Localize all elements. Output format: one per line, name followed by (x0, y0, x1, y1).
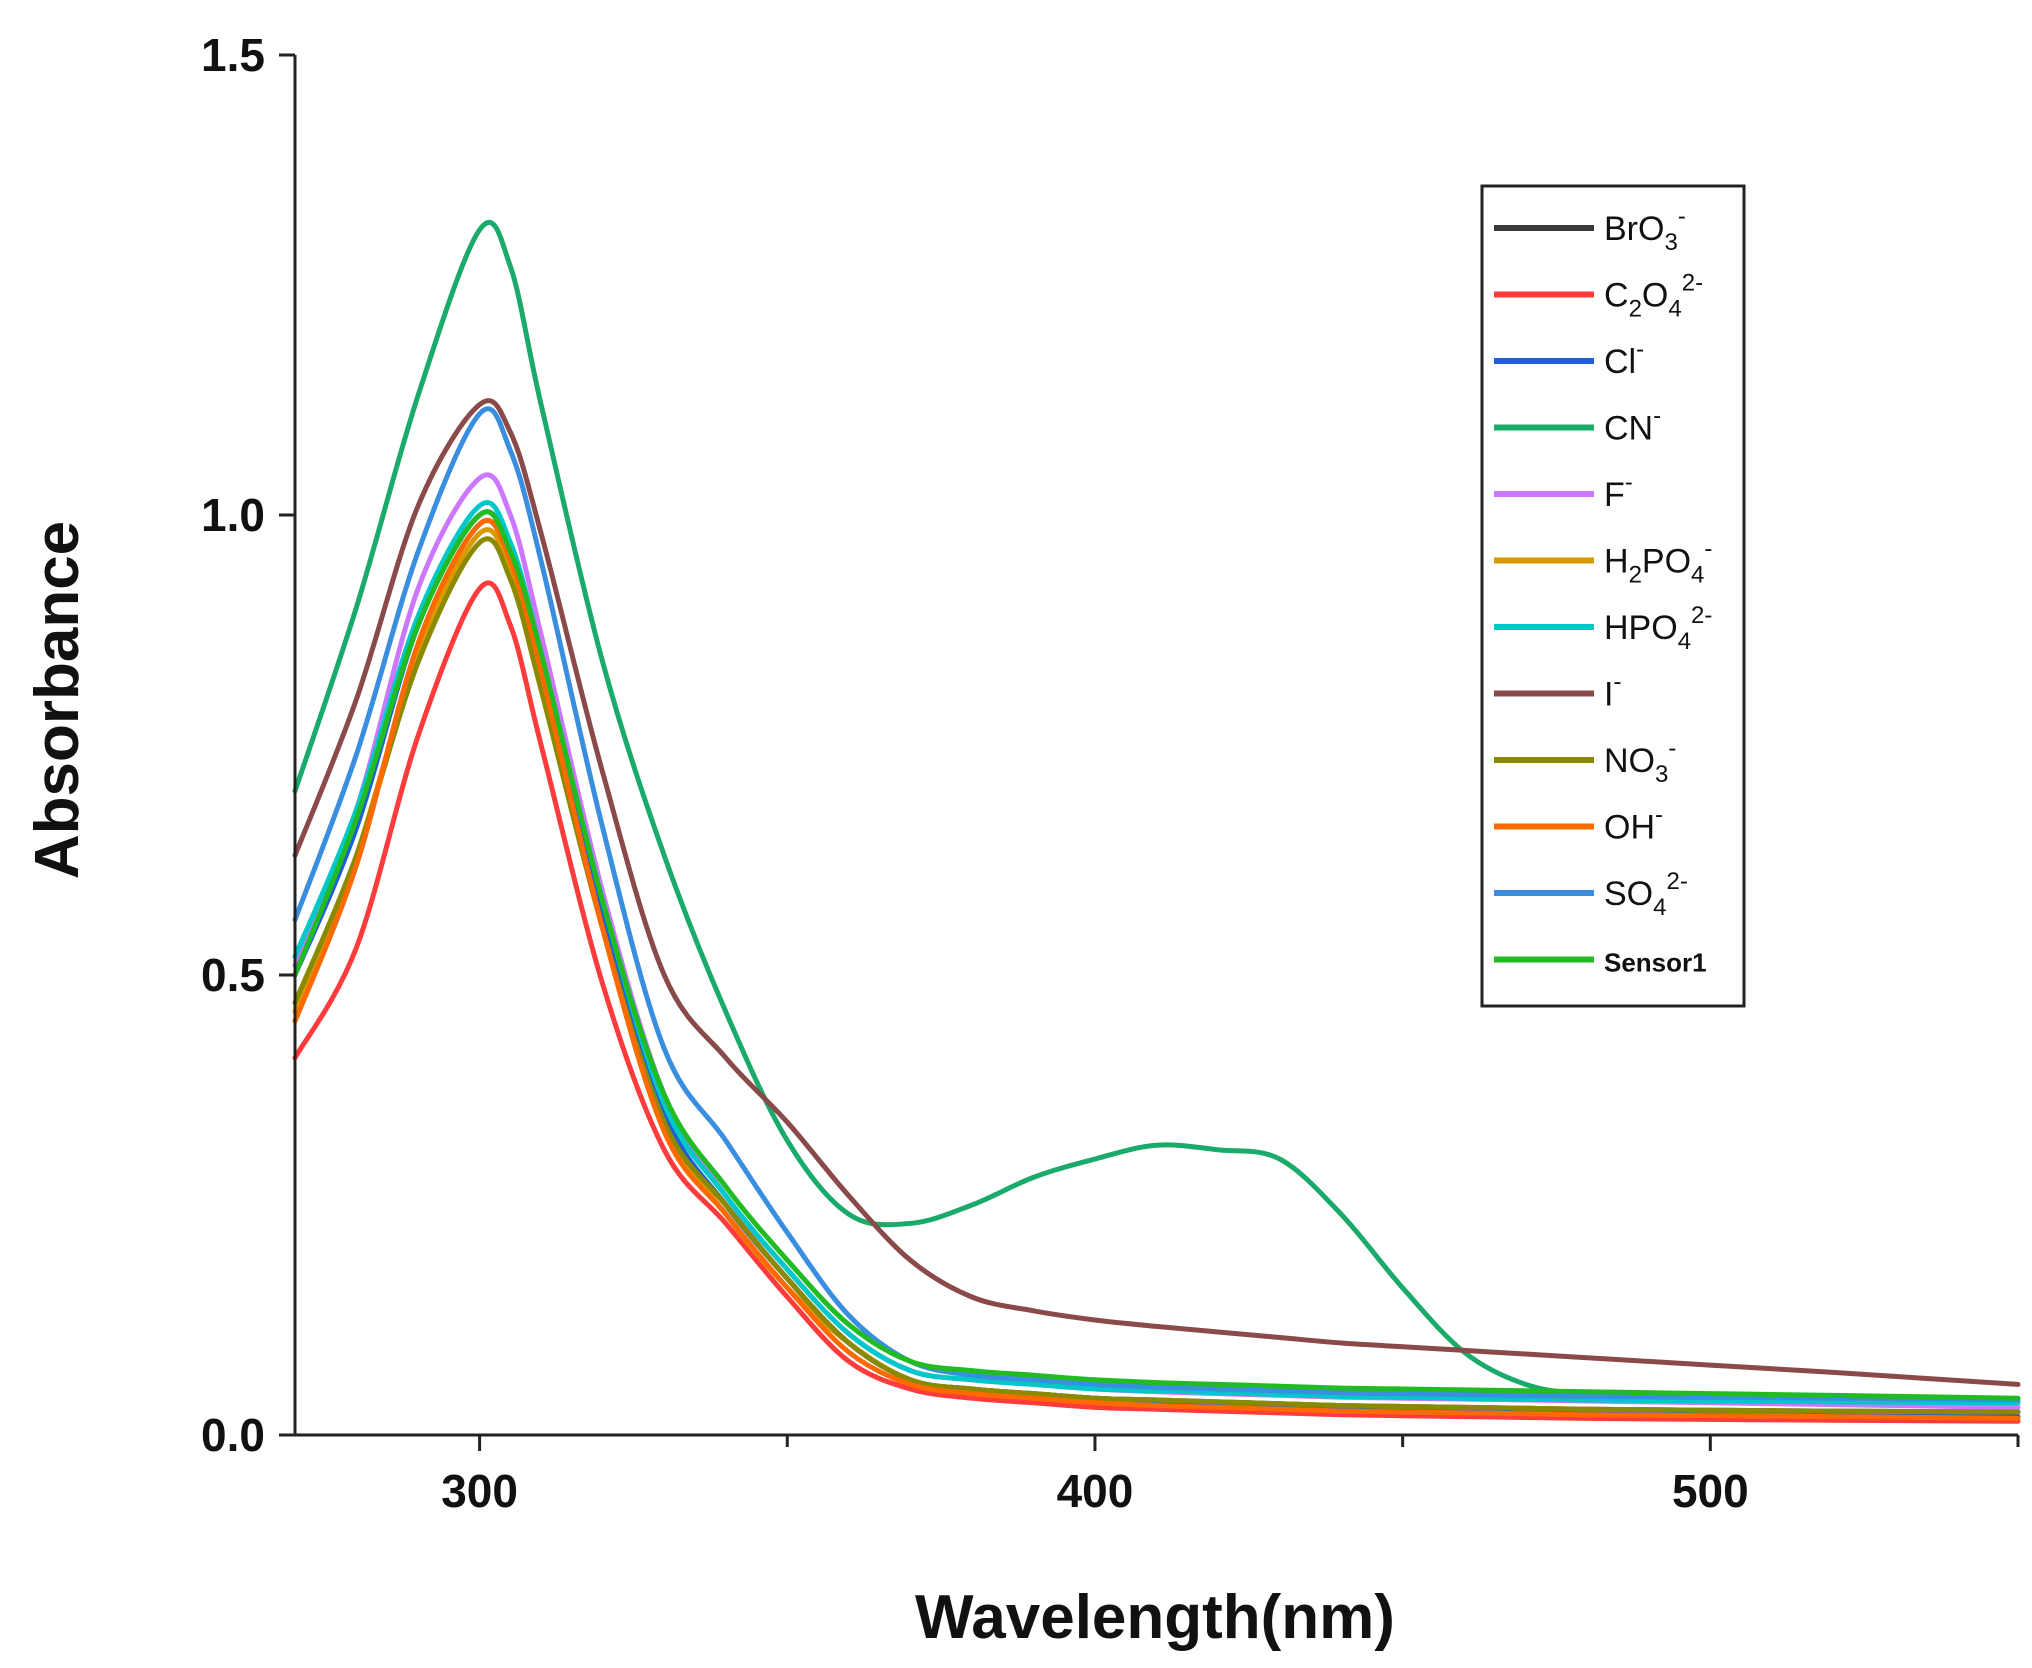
legend: BrO3- C2O42- Cl- CN- F- H2PO4- HPO42- I- NO3- OH-… (1480, 184, 1746, 1008)
series-line-6 (292, 500, 2021, 1406)
y-tick-label-0: 0.0 (201, 1409, 265, 1461)
series-line-0 (292, 517, 2021, 1415)
series-line-9 (292, 517, 2021, 1421)
x-tick-label-0: 300 (441, 1465, 518, 1517)
legend-label-3: CN- (1604, 403, 1661, 448)
axes (293, 55, 2018, 1437)
x-tick-label-2: 500 (1672, 1465, 1749, 1517)
y-tick-label-1: 0.5 (201, 949, 265, 1001)
series-line-5 (292, 527, 2021, 1415)
legend-label-8: NO3- (1604, 735, 1676, 788)
y-tick-label-3: 1.5 (201, 29, 265, 81)
series-line-10 (292, 406, 2021, 1403)
series-line-8 (292, 536, 2021, 1415)
legend-label-2: Cl- (1604, 336, 1644, 381)
legend-label-10: SO42- (1604, 868, 1688, 921)
y-axis-title: Absorbance (23, 521, 92, 879)
legend-label-1: C2O42- (1604, 270, 1703, 323)
series-line-1 (292, 580, 2021, 1424)
legend-label-7: I- (1604, 669, 1621, 714)
series-line-7 (292, 398, 2021, 1387)
series-line-3 (292, 220, 2021, 1406)
legend-box (1480, 184, 1746, 1008)
series-line-2 (292, 509, 2021, 1420)
legend-label-9: OH- (1604, 802, 1663, 847)
legend-label-0: BrO3- (1604, 203, 1686, 256)
series-lines (292, 220, 2021, 1424)
ticks: 300 400 500 0.0 0.5 1.0 1.5 (201, 29, 2020, 1517)
legend-label-4: F- (1604, 469, 1633, 514)
legend-label-11: Sensor1 (1604, 948, 1707, 978)
x-tick-label-1: 400 (1057, 1465, 1134, 1517)
legend-label-6: HPO42- (1604, 602, 1712, 655)
legend-label-5: H2PO4- (1604, 536, 1712, 589)
series-line-11 (292, 509, 2021, 1401)
y-tick-label-2: 1.0 (201, 489, 265, 541)
x-axis-title: Wavelength(nm) (915, 1583, 1395, 1652)
